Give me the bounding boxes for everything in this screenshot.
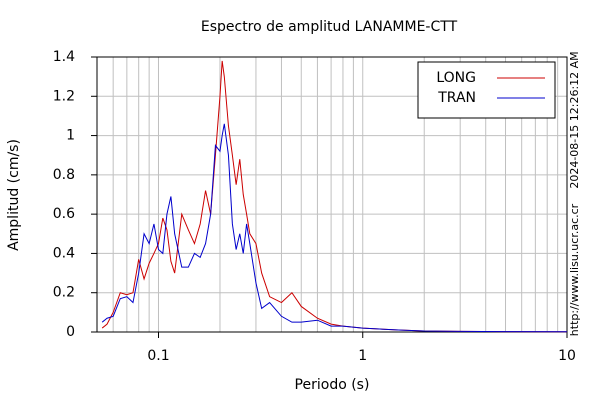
y-tick-label: 1 <box>66 128 75 144</box>
legend-box <box>417 61 556 119</box>
plot-frame <box>96 56 568 333</box>
x-tick-label: 1 <box>358 348 367 364</box>
x-axis-title: Periodo (s) <box>295 377 370 393</box>
url: http://www.lisu.ucr.ac.cr <box>568 203 581 336</box>
data-line <box>101 123 568 333</box>
x-tick-label: 0.1 <box>147 348 169 364</box>
y-tick-label: 0.8 <box>53 167 75 183</box>
x-tick-label: 10 <box>558 348 576 364</box>
y-tick-label: 0.6 <box>53 206 75 222</box>
y-tick-label: 0 <box>66 324 75 340</box>
data-line <box>101 60 568 333</box>
timestamp: 2024-08-15 12:26:12 AM <box>568 51 581 188</box>
y-tick-label: 1.4 <box>53 49 75 65</box>
y-tick-label: 0.4 <box>53 245 75 261</box>
y-axis-title: Amplitud (cm/s) <box>6 139 22 251</box>
y-tick-label: 0.2 <box>53 285 75 301</box>
legend-label: TRAN <box>437 90 476 106</box>
chart-title: Espectro de amplitud LANAMME-CTT <box>201 19 458 35</box>
legend-label: LONG <box>436 70 476 86</box>
y-tick-label: 1.2 <box>53 88 75 104</box>
